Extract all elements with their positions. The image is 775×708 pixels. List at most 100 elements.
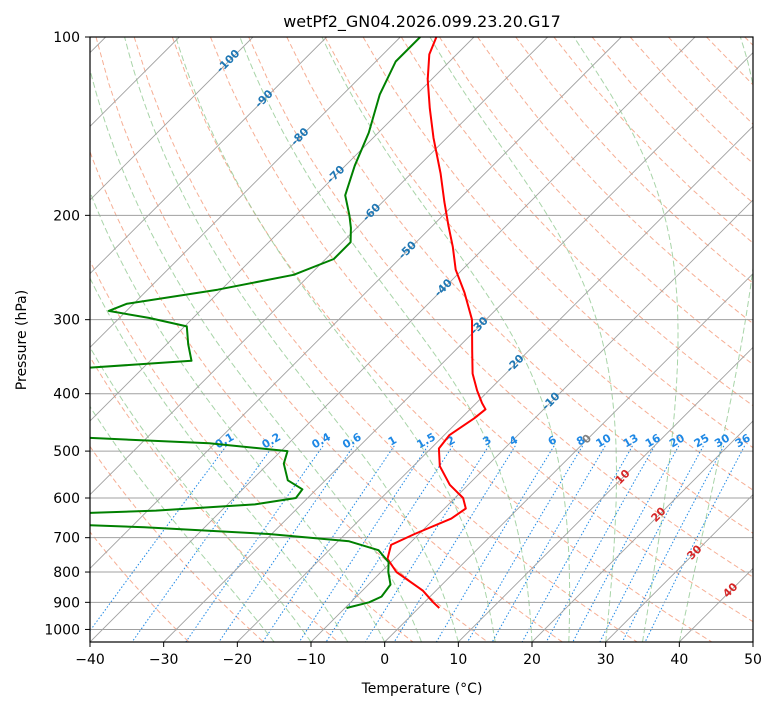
sounding-traces [90,37,487,609]
mixing-ratio-label: 1 [386,433,399,448]
plot-frame [89,36,754,643]
mixing-ratio-line [521,445,633,642]
isotherm-label: -70 [324,163,347,186]
isotherm-line [90,37,548,496]
mixing-ratio-label: 20 [667,431,687,450]
isotherm-label: 40 [720,580,740,600]
temperature-trace [386,37,487,609]
mixing-ratio-line [218,445,355,642]
mixing-ratio-label: 30 [712,431,732,450]
dry-adiabat [90,150,489,642]
mixing-ratio-line [185,445,324,642]
chart-title: wetPf2_GN04.2026.099.23.20.G17 [283,12,561,32]
mixing-ratio-label: 13 [621,431,641,450]
isotherm-line [531,420,753,642]
isotherm-line [90,37,475,422]
isotherm-line [384,273,753,642]
dry-adiabat [744,37,753,46]
x-tick-label: 40 [670,652,688,668]
mixing-ratio-line [466,445,584,642]
mixing-ratio-line [393,445,516,642]
dry-adiabat [477,37,753,325]
grid-lines [90,37,753,642]
y-tick-label: 800 [53,565,80,581]
mixing-ratio-label: 3 [480,433,493,448]
x-tick-label: −30 [149,652,179,668]
dry-adiabat [515,37,753,284]
mixing-ratio-line [325,445,454,642]
y-axis-label: Pressure (hPa) [14,290,30,390]
moist-adiabat [678,37,753,642]
isotherm-line [163,52,753,642]
mixing-ratio-label: 0.1 [213,430,236,451]
mixing-ratio-label: 4 [507,433,520,448]
moist-adiabat [321,37,571,642]
isotherm-label: -80 [288,125,311,148]
dry-adiabat [171,37,713,642]
dry-adiabat [438,37,753,366]
moist-adiabat [90,277,349,642]
mixing-ratio-line [131,445,274,642]
y-tick-label: 200 [53,208,80,224]
x-tick-label: 0 [380,652,389,668]
isotherm-line [90,37,401,348]
y-tick-label: 1000 [44,622,80,638]
mixing-ratio-line [364,445,490,642]
mixing-ratio-line [90,445,227,632]
x-tick-label: 10 [449,652,467,668]
mixing-ratio-line [599,445,704,642]
moist-adiabat [90,346,312,642]
mixing-ratio-line [621,445,725,642]
mixing-ratio-line [298,445,429,642]
isotherm-label: -100 [214,47,243,76]
line-labels: -100-90-80-70-60-50-40-30-20-10010203040… [213,47,753,601]
mixing-ratio-label: 2 [444,433,457,448]
moist-adiabat [90,67,422,642]
x-tick-label: −20 [223,652,253,668]
x-axis-label: Temperature (°C) [361,681,483,697]
dry-adiabat [324,37,753,491]
y-tick-label: 700 [53,531,80,547]
moist-adiabat [429,37,617,642]
moist-adiabat [90,190,386,642]
isotherm-line [90,37,696,642]
dry-adiabat [90,445,265,642]
mixing-ratio-line [435,445,555,642]
dry-adiabat [133,37,638,642]
dry-adiabat [90,259,414,642]
isotherm-line [752,641,753,642]
isotherm-label: -40 [432,276,455,299]
dry-adiabat [248,37,753,578]
mixing-ratio-label: 16 [643,431,663,450]
y-tick-label: 400 [53,387,80,403]
isotherm-line [90,37,254,201]
isotherm-line [310,199,753,642]
mixing-ratio-label: 10 [594,431,614,450]
isotherm-line [458,346,753,642]
x-tick-label: −40 [75,652,105,668]
moist-adiabat [124,37,459,642]
isotherm-line [90,37,327,275]
y-tick-label: 600 [53,491,80,507]
isotherm-label: -20 [503,352,526,375]
isotherm-label: 20 [649,504,669,524]
mixing-ratio-label: 0.4 [310,430,334,451]
moist-adiabat [175,37,496,642]
moist-adiabat [573,37,679,642]
isotherm-label: 30 [684,542,704,562]
isotherm-label: -60 [360,201,383,224]
x-tick-label: 20 [523,652,541,668]
isotherm-label: -10 [539,389,562,412]
mixing-ratio-label: 0.6 [340,430,364,451]
mixing-ratio-line [491,445,606,642]
x-tick-label: 30 [597,652,615,668]
y-tick-label: 500 [53,444,80,460]
mixing-ratio-label: 36 [733,431,753,450]
dry-adiabat [286,37,753,534]
isotherm-label: -90 [252,87,275,110]
isotherm-line [605,494,753,642]
isotherm-line [90,37,622,569]
y-tick-label: 300 [53,313,80,329]
moist-adiabat [239,37,533,642]
